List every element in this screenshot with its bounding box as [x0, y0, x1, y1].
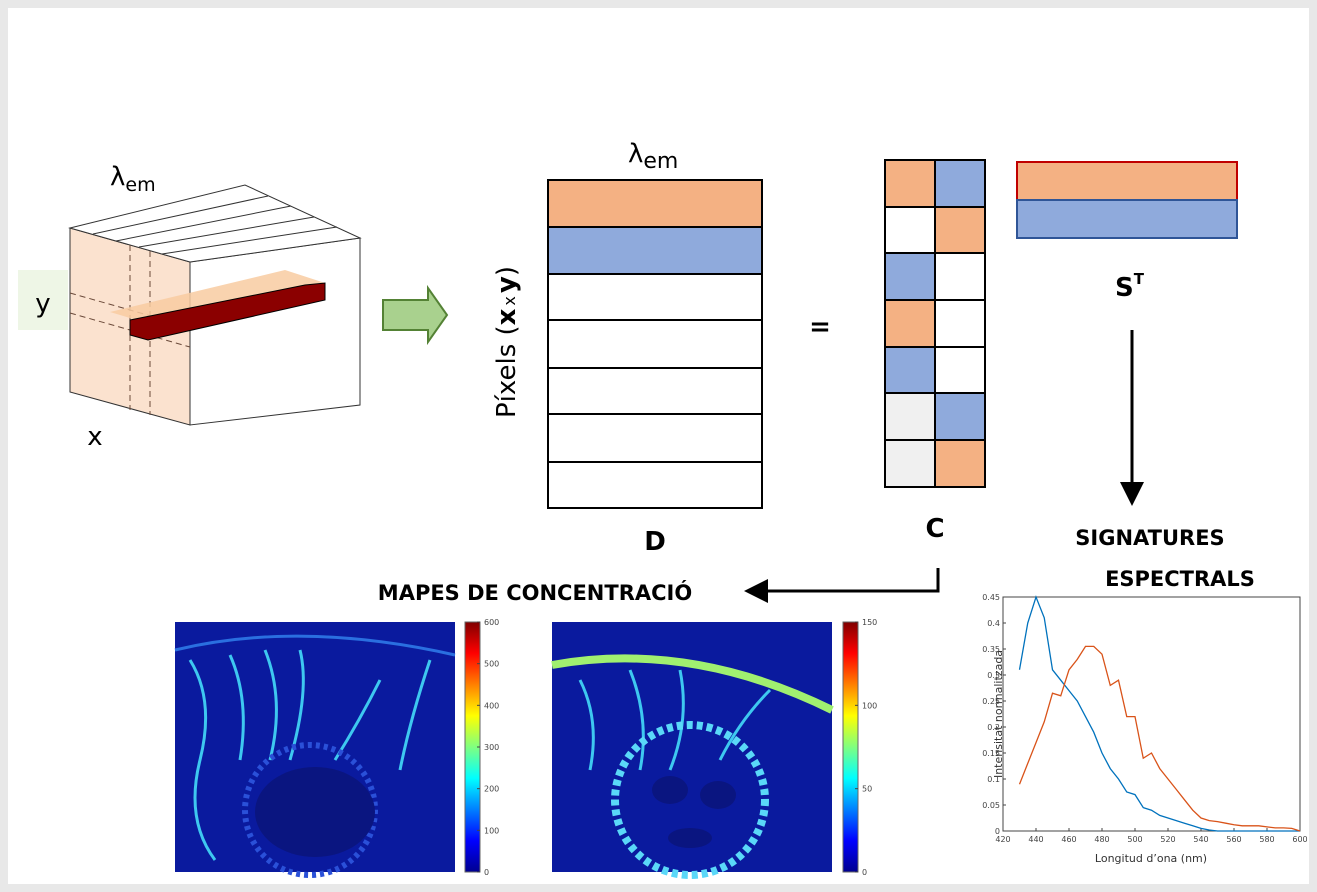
lambda-subscript: em	[125, 174, 155, 196]
x-tick-label: 480	[1094, 835, 1109, 844]
label-part: x	[492, 308, 522, 325]
matrix-c-label: C	[925, 514, 944, 544]
colorbar-tick-label: 200	[484, 785, 499, 794]
matrix-d	[548, 180, 762, 508]
colorbar-tick-label: 150	[862, 618, 877, 627]
equals-sign: =	[809, 312, 831, 342]
label-part: )	[492, 266, 522, 276]
s-row	[1017, 162, 1237, 200]
lambda-symbol: λ	[110, 162, 125, 192]
y-tick-label: 0.25	[982, 697, 1000, 706]
y-axis-label: Intensitat normalitzada	[992, 650, 1005, 778]
colorbar-tick-label: 500	[484, 660, 499, 669]
matrix-c	[885, 160, 985, 487]
colorbar-tick-label: 100	[484, 826, 499, 835]
matrix-d-label: D	[644, 527, 666, 557]
y-tick-label: 0.05	[982, 801, 1000, 810]
colorbar-tick-label: 600	[484, 618, 499, 627]
slide: λem y x λem Píxels (xxy) = D C ST SIGNAT…	[0, 0, 1317, 892]
colorbar-tick-label: 0	[484, 868, 489, 877]
s-superscript: T	[1134, 270, 1145, 288]
lambda-subscript: em	[643, 149, 678, 174]
colorbar-tick-label: 50	[862, 785, 872, 794]
label-part: y	[492, 276, 522, 293]
label-part: Píxels (	[492, 325, 522, 418]
plot-area	[1003, 597, 1300, 831]
y-tick-label: 0.3	[987, 671, 1000, 680]
x-tick-label: 520	[1160, 835, 1175, 844]
lambda-symbol: λ	[628, 139, 643, 169]
pixels-label: Píxels (xxy)	[492, 266, 522, 418]
x-tick-label: 600	[1292, 835, 1307, 844]
x-axis-label: Longitud d’ona (nm)	[1095, 852, 1207, 865]
y-tick-label: 0.35	[982, 645, 1000, 654]
signatures-title: SIGNATURES	[1075, 526, 1224, 550]
colorbar-tick-label: 0	[862, 868, 867, 877]
x-tick-label: 420	[995, 835, 1010, 844]
x-tick-label: 460	[1061, 835, 1076, 844]
y-tick-label: 0.4	[987, 619, 1000, 628]
cube-x-label: x	[87, 422, 102, 452]
maps-title: MAPES DE CONCENTRACIÓ	[378, 580, 692, 605]
signatures-title: ESPECTRALS	[1105, 567, 1255, 591]
colorbar	[843, 622, 858, 872]
y-tick-label: 0.15	[982, 749, 1000, 758]
colorbar-tick-label: 400	[484, 701, 499, 710]
s-symbol: S	[1115, 273, 1134, 303]
y-tick-label: 0.1	[987, 775, 1000, 784]
concentration-map	[552, 622, 832, 875]
concentration-map	[175, 622, 455, 875]
colorbar-tick-label: 300	[484, 743, 499, 752]
x-tick-label: 560	[1226, 835, 1241, 844]
y-tick-label: 0.2	[987, 723, 1000, 732]
cube-y-label: y	[35, 289, 50, 319]
label-part: x	[500, 296, 519, 305]
s-row	[1017, 200, 1237, 238]
x-tick-label: 580	[1259, 835, 1274, 844]
y-tick-label: 0	[995, 827, 1000, 836]
x-tick-label: 440	[1028, 835, 1043, 844]
x-tick-label: 540	[1193, 835, 1208, 844]
y-tick-label: 0.45	[982, 593, 1000, 602]
x-tick-label: 500	[1127, 835, 1142, 844]
colorbar-tick-label: 100	[862, 701, 877, 710]
